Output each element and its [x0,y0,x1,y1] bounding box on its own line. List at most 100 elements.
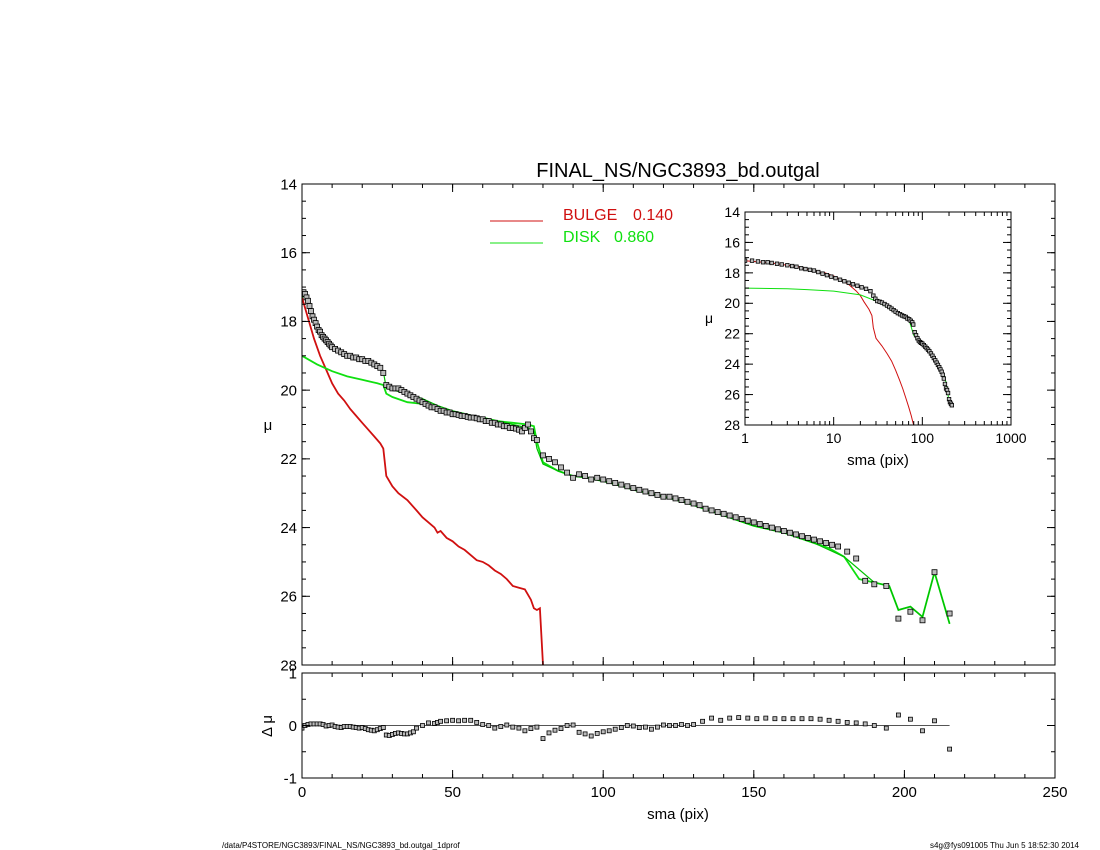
data-point [829,274,834,279]
data-point [380,725,386,730]
data-point [667,723,672,728]
data-point [462,717,468,723]
data-point [612,479,619,486]
data-point [919,617,926,624]
data-point [654,491,661,498]
data-point [750,519,757,526]
data-point [817,716,823,722]
data-point [871,723,877,728]
data-point [842,279,847,284]
data-point [528,726,534,731]
y-tick-label: 18 [280,314,297,331]
data-point [785,263,790,268]
data-point [552,727,558,733]
x-tick-label: 100 [911,430,935,446]
y-tick-label: 16 [280,245,297,262]
data-point [534,437,540,443]
data-point [736,715,742,720]
data-point [844,548,851,555]
data-point [690,500,697,507]
data-point [576,471,582,478]
x-tick-label: 10 [826,430,842,446]
x-axis-label: sma (pix) [647,806,709,823]
data-point [528,428,534,435]
data-point [600,729,606,735]
footer-left: /data/P4STORE/NGC3893/FINAL_NS/NGC3893_b… [222,841,461,850]
data-point [540,736,546,741]
data-point [823,540,829,546]
data-point [696,502,703,509]
data-point [945,390,951,396]
data-point [672,495,679,502]
data-point [765,260,770,265]
data-point [732,514,739,521]
data-point [306,303,313,309]
data-point [570,722,576,728]
data-point [522,424,528,431]
plot-area [302,712,952,752]
data-point [582,473,588,479]
data-point [522,728,528,734]
data-point [661,722,666,728]
y-tick-label: 20 [280,382,297,399]
data-point [684,498,691,505]
data-point [816,269,821,275]
data-point [907,608,914,615]
data-point [749,258,755,263]
data-point [636,486,643,493]
data-point [380,370,387,376]
data-point [799,716,805,722]
inset-y-axis-label: μ [705,310,713,326]
y-axis-label: μ [264,417,273,434]
data-point [600,476,607,483]
series-line-bulge [302,297,544,665]
data-point [450,717,456,723]
residual-y-axis-label: Δ μ [259,715,276,737]
x-tick-label: 1000 [995,430,1026,446]
data-point [588,476,595,483]
data-point [456,718,462,724]
footer-right: s4g@fys091005 Thu Jun 5 18:52:30 2014 [930,841,1080,850]
data-point [931,569,938,576]
y-tick-label: 14 [280,176,297,193]
data-point [745,715,751,721]
data-point [504,722,510,728]
data-point [525,421,531,428]
main-panel: 14 16 18 20 22 24 26 28 μ BULGE 0.140 DISK 0.860 [264,176,1056,674]
data-point [685,723,690,728]
data-point [942,381,948,387]
data-point [410,729,416,735]
data-point [947,746,952,752]
data-point [576,729,582,735]
data-point [660,493,667,500]
data-point [853,720,859,726]
legend-value-disk: 0.860 [614,229,654,246]
data-point [678,497,685,504]
chart-title: FINAL_NS/NGC3893_bd.outgal [536,160,820,182]
data-point [846,280,851,285]
y-tick-label: 0 [289,718,297,735]
data-point [474,720,480,725]
data-point [940,372,945,377]
data-point [498,724,504,729]
data-point [829,541,835,548]
y-tick-label: 24 [280,520,297,537]
data-point [820,271,825,276]
data-point [787,529,793,536]
data-point [546,455,552,462]
data-point [709,715,714,721]
inset-x-axis-label: sma (pix) [847,452,909,469]
data-point [844,720,850,725]
data-point [642,488,649,495]
data-point [754,716,760,722]
data-point [763,715,769,721]
data-point [420,723,425,728]
data-point [618,481,625,488]
data-point [377,364,384,371]
data-point [624,723,630,728]
x-tick-label: 100 [591,784,616,801]
data-point [868,288,873,294]
y-tick-label: 14 [724,204,740,220]
